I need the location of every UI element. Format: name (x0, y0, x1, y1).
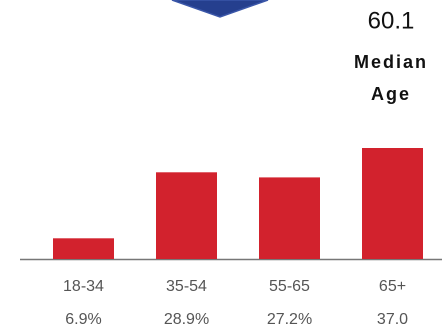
stat-label: Age (371, 84, 411, 104)
stat-label: Median (354, 52, 428, 72)
value-label: 6.9% (65, 311, 101, 327)
value-label: 37.0 (377, 311, 408, 327)
bar (156, 172, 217, 259)
stat-value: 60.1 (368, 7, 415, 34)
x-tick-label: 65+ (379, 278, 406, 295)
x-tick-label: 35-54 (166, 278, 207, 295)
bar (259, 177, 320, 259)
value-label: 27.2% (267, 311, 312, 327)
x-tick-label: 18-34 (63, 278, 104, 295)
value-label: 28.9% (164, 311, 209, 327)
bar (362, 148, 423, 259)
x-tick-label: 55-65 (269, 278, 310, 295)
bar (53, 238, 114, 259)
chevron (171, 0, 269, 18)
